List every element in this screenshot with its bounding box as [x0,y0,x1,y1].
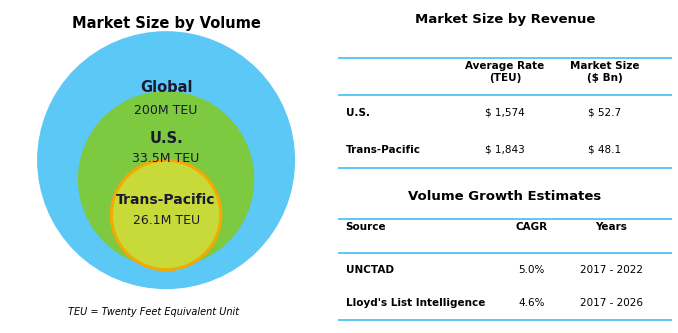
Text: Source: Source [346,222,386,232]
Text: U.S.: U.S. [149,131,183,146]
Text: Trans-Pacific: Trans-Pacific [117,193,216,207]
Circle shape [111,160,221,270]
Text: 200M TEU: 200M TEU [134,104,198,117]
Text: 2017 - 2022: 2017 - 2022 [580,265,643,275]
Text: 2017 - 2026: 2017 - 2026 [580,298,643,308]
Text: Market Size by Revenue: Market Size by Revenue [415,13,595,26]
Text: Volume Growth Estimates: Volume Growth Estimates [408,190,602,203]
Text: UNCTAD: UNCTAD [346,265,394,275]
Text: $ 1,574: $ 1,574 [485,108,525,118]
Text: Years: Years [595,222,627,232]
Text: $ 1,843: $ 1,843 [485,145,525,155]
Text: $ 48.1: $ 48.1 [589,145,621,155]
Circle shape [39,33,294,288]
Text: 26.1M TEU: 26.1M TEU [132,213,200,226]
Text: 33.5M TEU: 33.5M TEU [132,153,200,166]
Text: 5.0%: 5.0% [519,265,545,275]
Text: Global: Global [140,80,193,95]
Text: Lloyd's List Intelligence: Lloyd's List Intelligence [346,298,485,308]
Text: TEU = Twenty Feet Equivalent Unit: TEU = Twenty Feet Equivalent Unit [68,307,239,317]
Circle shape [79,93,253,266]
Text: CAGR: CAGR [516,222,548,232]
Text: Trans-Pacific: Trans-Pacific [346,145,420,155]
Text: Average Rate
(TEU): Average Rate (TEU) [466,61,544,83]
Text: Market Size by Volume: Market Size by Volume [72,16,260,31]
Text: 4.6%: 4.6% [519,298,545,308]
Text: U.S.: U.S. [346,108,370,118]
Text: Market Size
($ Bn): Market Size ($ Bn) [570,61,639,83]
Text: $ 52.7: $ 52.7 [589,108,621,118]
